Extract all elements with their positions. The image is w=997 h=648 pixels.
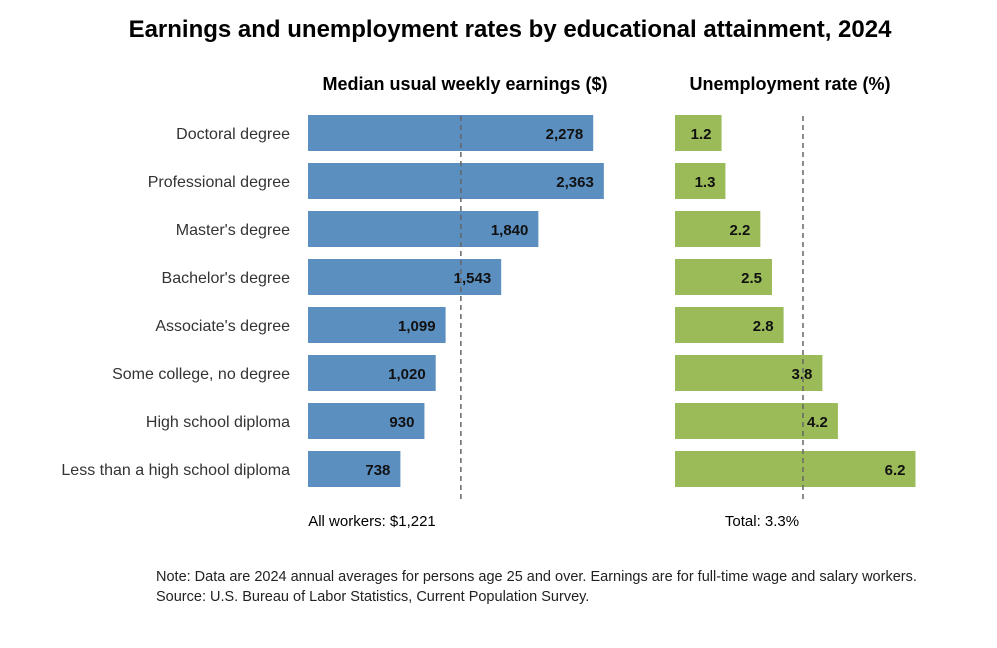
chart-notes: Note: Data are 2024 annual averages for … xyxy=(156,567,936,607)
category-label: Some college, no degree xyxy=(112,366,290,383)
category-label: Master's degree xyxy=(176,222,290,239)
bar xyxy=(675,211,761,247)
data-label: 1,099 xyxy=(398,318,436,335)
data-label: 3.8 xyxy=(792,366,813,383)
data-label: 4.2 xyxy=(807,414,828,431)
bar xyxy=(308,115,594,151)
bar xyxy=(675,355,823,391)
category-label: Less than a high school diploma xyxy=(61,462,290,479)
bar xyxy=(308,355,436,391)
data-label: 2,278 xyxy=(546,126,584,143)
data-label: 2.5 xyxy=(741,270,762,287)
category-label: Professional degree xyxy=(148,174,290,191)
category-label: Bachelor's degree xyxy=(162,270,291,287)
data-label: 738 xyxy=(365,462,390,479)
data-label: 2.2 xyxy=(729,222,750,239)
bar xyxy=(308,451,401,487)
bar xyxy=(308,259,502,295)
data-label: 2.8 xyxy=(753,318,774,335)
source-text: Source: U.S. Bureau of Labor Statistics,… xyxy=(156,589,590,605)
bar xyxy=(308,403,425,439)
data-label: 2,363 xyxy=(556,174,594,191)
bar xyxy=(675,259,772,295)
reference-label: Total: 3.3% xyxy=(725,513,799,530)
panel-title: Median usual weekly earnings ($) xyxy=(322,74,607,94)
bar xyxy=(308,211,539,247)
reference-label: All workers: $1,221 xyxy=(308,513,436,530)
bar xyxy=(675,403,838,439)
data-label: 1.2 xyxy=(691,126,712,143)
panel-title: Unemployment rate (%) xyxy=(689,74,890,94)
data-label: 1,020 xyxy=(388,366,426,383)
bar xyxy=(308,307,446,343)
chart-title: Earnings and unemployment rates by educa… xyxy=(128,16,892,43)
data-label: 1.3 xyxy=(695,174,716,191)
bar xyxy=(675,163,726,199)
bar xyxy=(675,307,784,343)
category-label: Associate's degree xyxy=(155,318,290,335)
bar xyxy=(308,163,604,199)
data-label: 1,840 xyxy=(491,222,529,239)
bar xyxy=(675,115,722,151)
data-label: 930 xyxy=(389,414,414,431)
category-label: High school diploma xyxy=(146,414,290,431)
bar xyxy=(675,451,916,487)
data-label: 6.2 xyxy=(885,462,906,479)
data-label: 1,543 xyxy=(454,270,492,287)
category-label: Doctoral degree xyxy=(176,126,290,143)
note-text: Note: Data are 2024 annual averages for … xyxy=(156,569,917,585)
